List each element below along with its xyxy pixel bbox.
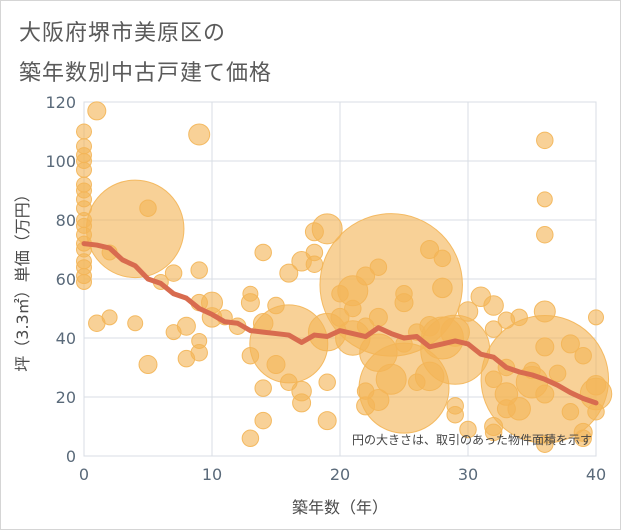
x-tick-label: 0 — [79, 465, 89, 484]
y-tick-label: 120 — [45, 93, 76, 112]
bubble-layer — [76, 101, 613, 453]
bubble-point — [254, 379, 272, 397]
bubble-point — [139, 199, 157, 217]
bubble-point — [164, 264, 183, 282]
bubble-point — [574, 429, 592, 448]
bubble-point — [127, 315, 144, 332]
bubble-point — [548, 364, 567, 383]
bubble-point — [588, 309, 604, 326]
bubble-point — [138, 355, 158, 375]
bubble-point — [420, 240, 440, 259]
bubble-point — [420, 314, 491, 385]
bubble-point — [432, 277, 453, 299]
bubble-point — [317, 411, 337, 431]
trend-line — [81, 241, 599, 406]
y-tick-label: 80 — [56, 211, 76, 230]
y-tick-label: 40 — [56, 329, 76, 348]
x-tick-label: 20 — [330, 465, 350, 484]
bubble-point — [318, 373, 336, 391]
bubble-point — [254, 243, 272, 262]
bubble-point — [190, 344, 208, 362]
y-tick-label: 0 — [66, 447, 76, 466]
bubble-point — [85, 179, 185, 279]
trend-layer — [81, 241, 599, 406]
y-tick-label: 60 — [56, 270, 76, 289]
x-tick-label: 30 — [458, 465, 478, 484]
x-tick-label: 40 — [586, 465, 606, 484]
bubble-point — [394, 293, 414, 313]
bubble-point — [254, 411, 272, 430]
bubble-point — [536, 131, 554, 150]
bubble-point — [188, 123, 211, 146]
bubble-point — [484, 423, 503, 442]
bubble-point — [311, 213, 343, 245]
bubble-point — [587, 403, 605, 421]
bubble-point — [484, 320, 503, 338]
chart-title-line1: 大阪府堺市美原区の — [19, 21, 227, 46]
bubble-point — [536, 191, 553, 208]
bubble-point — [240, 293, 260, 313]
chart-title-line2: 築年数別中古戸建て価格 — [19, 61, 273, 86]
bubble-point — [87, 101, 107, 121]
bubble-point — [483, 295, 504, 316]
bubble-point — [535, 384, 555, 404]
bubble-point — [279, 263, 299, 283]
bubble-point — [459, 420, 477, 439]
y-tick-label: 20 — [56, 388, 76, 407]
bubble-point — [446, 405, 464, 424]
bubble-point — [560, 334, 580, 354]
bubble-point — [292, 393, 312, 413]
bubble-point — [241, 429, 260, 448]
bubble-point — [76, 123, 92, 140]
bubble-point — [574, 346, 592, 365]
tick-labels: 0 10 20 30 40 0 20 40 60 80 100 120 — [45, 93, 606, 484]
bubble-point — [433, 249, 452, 268]
bubble-point — [101, 309, 118, 326]
bubble-point — [76, 161, 92, 178]
bubble-point — [561, 403, 580, 421]
bubble-point — [176, 316, 196, 336]
bubble-point — [76, 273, 92, 290]
bubble-size-note: 円の大きさは、取引のあった物件面積を示す — [352, 432, 592, 447]
x-tick-label: 10 — [202, 465, 222, 484]
y-axis-label: 坪（3.3㎡）単価（万円） — [13, 186, 32, 371]
bubble-point — [457, 301, 479, 322]
bubble-point — [536, 226, 554, 244]
bubble-point — [305, 255, 324, 273]
bubble-point — [190, 261, 208, 279]
grid — [83, 101, 597, 457]
y-tick-label: 100 — [45, 152, 76, 171]
x-axis-label: 築年数（年） — [292, 498, 388, 517]
bubble-point — [536, 435, 554, 453]
